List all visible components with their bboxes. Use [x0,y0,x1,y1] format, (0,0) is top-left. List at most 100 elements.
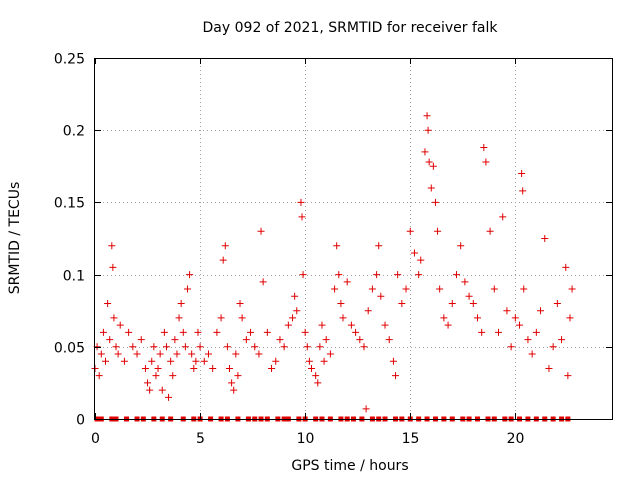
data-point [444,321,452,329]
data-point [181,343,189,351]
data-point [421,148,429,156]
data-point [532,328,540,336]
data-point [480,144,488,152]
data-point [177,299,185,307]
data-point [242,336,250,344]
data-point [173,350,181,358]
data-point [482,158,490,166]
data-point [499,213,507,221]
data-point [519,187,527,195]
data-point [298,213,306,221]
y-tick-label: 0 [76,413,85,429]
data-point [461,278,469,286]
data-point [99,328,107,336]
data-point [307,364,315,372]
data-point [169,372,177,380]
data-point [303,343,311,351]
data-point [171,336,179,344]
data-point [137,336,145,344]
data-point [200,357,208,365]
data-point [566,314,574,322]
data-point [192,357,200,365]
data-point [417,256,425,264]
data-point [194,328,202,336]
y-tick-label: 0.25 [54,52,85,68]
y-axis-label: SRMTID / TECUs [7,182,23,295]
data-point [179,328,187,336]
data-point [276,336,284,344]
data-point [293,307,301,315]
data-point [102,357,110,365]
data-point [257,227,265,235]
data-point [434,227,442,235]
data-point [562,263,570,271]
data-point [347,321,355,329]
data-point [129,343,137,351]
data-point [247,328,255,336]
data-point [125,328,133,336]
data-point [436,285,444,293]
data-point [219,256,227,264]
data-point [520,285,528,293]
data-point [228,379,236,387]
axis-ticks: 0 5 10 15 20 0 0.05 0.1 0.15 0.2 0.25 [54,52,612,447]
data-point [518,170,526,178]
data-point [402,285,410,293]
data-point [452,271,460,279]
data-point [299,271,307,279]
data-point [150,343,158,351]
data-point [381,321,389,329]
data-point [165,393,173,401]
data-point [377,292,385,300]
data-point [469,299,477,307]
data-point [144,379,152,387]
data-point [221,242,229,250]
data-point [553,299,561,307]
data-point [116,321,124,329]
data-point [524,336,532,344]
data-point [335,271,343,279]
data-point [427,184,435,192]
data-point [291,292,299,300]
data-point [545,364,553,372]
y-tick-label: 0.1 [63,269,85,285]
data-point [316,343,324,351]
data-point [322,336,330,344]
data-points [91,112,576,422]
data-point [375,242,383,250]
data-point [301,328,309,336]
data-point [95,372,103,380]
x-tick-label: 10 [297,431,315,447]
data-point [410,249,418,257]
data-point [160,328,168,336]
grid-lines [95,58,612,419]
data-point [154,364,162,372]
data-point [183,285,191,293]
data-point [339,314,347,322]
data-point [280,343,288,351]
data-point [318,321,326,329]
data-point [398,299,406,307]
data-point [337,299,345,307]
data-point [186,271,194,279]
data-point [297,198,305,206]
data-point [213,328,221,336]
data-point [362,405,370,413]
data-point [541,235,549,242]
data-point [486,227,494,235]
data-point [97,350,105,358]
data-point [415,271,423,279]
data-point [284,321,292,329]
x-tick-label: 20 [507,431,525,447]
data-point [568,285,576,293]
data-point [490,285,498,293]
chart-title: Day 092 of 2021, SRMTID for receiver fal… [203,20,499,36]
data-point [158,386,166,394]
data-point [558,336,566,344]
data-point [162,343,170,351]
data-point [326,350,334,358]
data-point [314,379,322,387]
data-point [234,372,242,380]
data-point [109,263,117,271]
